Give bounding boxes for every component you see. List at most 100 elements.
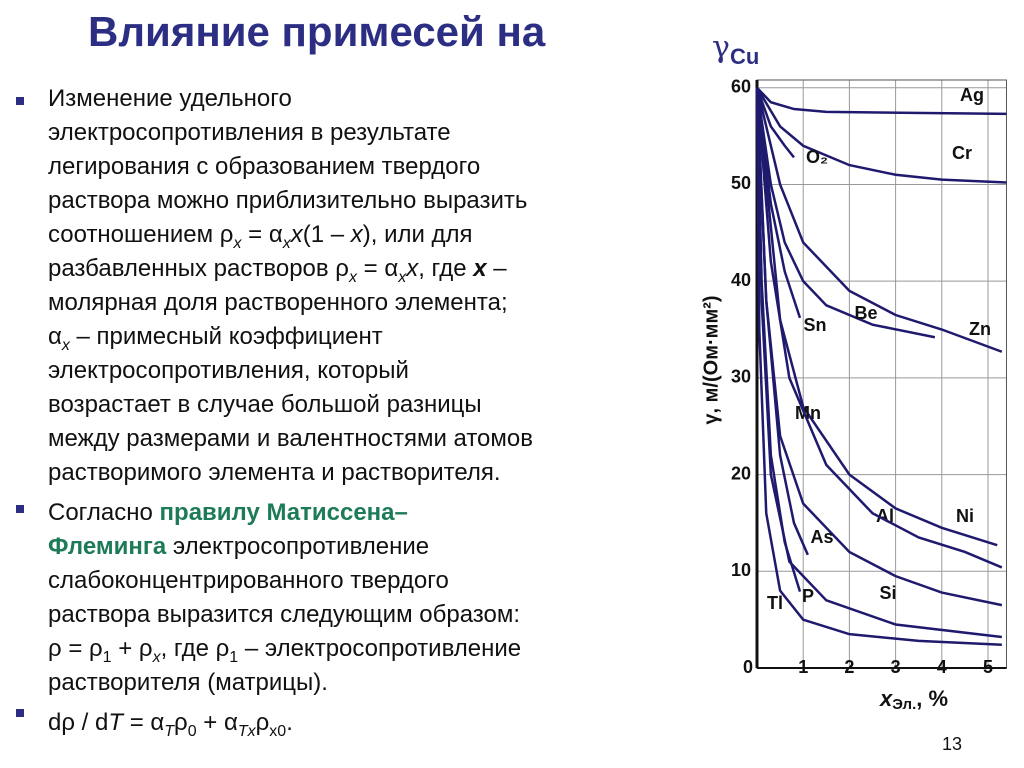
- subscript: x: [282, 234, 291, 252]
- body-text: Изменение удельного электросопротивления…: [48, 82, 533, 740]
- text: растворимого элемента и растворителя.: [48, 459, 501, 486]
- x-tick-label: 0: [743, 657, 753, 677]
- y-tick-label: 10: [731, 560, 751, 580]
- series-label: Sn: [803, 315, 826, 335]
- subscript: x: [233, 234, 242, 252]
- text: раствора выразится следующим образом:: [48, 601, 521, 628]
- text: между размерами и валентностями атомов: [48, 425, 534, 452]
- subscript: x: [348, 268, 357, 286]
- y-tick-label: 60: [731, 76, 751, 96]
- line: молярная доля растворенного элемента;: [48, 286, 533, 320]
- line: растворителя (матрицы).: [48, 666, 533, 700]
- subscript: 1: [102, 648, 112, 666]
- line: αx – примесный коэффициент: [48, 320, 533, 354]
- text: Согласно: [48, 499, 160, 526]
- series-line: [755, 87, 795, 159]
- symbol: γ: [712, 30, 730, 65]
- bullet-marker: [16, 97, 24, 105]
- text: , где: [418, 255, 474, 282]
- line: электросопротивления, который: [48, 354, 533, 388]
- line: легирования с образованием твердого: [48, 150, 533, 184]
- series-label: Cr: [952, 143, 972, 163]
- x-tick-label: 4: [937, 657, 947, 677]
- variable: x: [406, 255, 419, 282]
- x-tick-label: 5: [983, 657, 993, 677]
- text: разбавленных растворов ρ: [48, 255, 349, 282]
- rule-name: Флеминга: [48, 533, 167, 560]
- x-axis-label: xЭл., %: [879, 686, 948, 713]
- line: растворимого элемента и растворителя.: [48, 456, 533, 490]
- subscript: 1: [229, 648, 239, 666]
- series-label: Ni: [956, 506, 974, 526]
- text: ρ = ρ: [48, 635, 103, 662]
- subscript: x: [61, 336, 70, 354]
- text: dρ / d: [48, 709, 109, 736]
- line: Согласно правилу Матиссена–: [48, 496, 533, 530]
- series-label: Si: [879, 583, 896, 603]
- line: ρ = ρ1 + ρx, где ρ1 – электросопротивлен…: [48, 632, 533, 666]
- x-subscript: Эл.: [892, 696, 916, 713]
- subscript: Tx: [237, 722, 256, 740]
- text: .: [286, 709, 293, 736]
- series-line: [755, 87, 936, 339]
- text: молярная доля растворенного элемента;: [48, 289, 508, 316]
- line: соотношением ρx = αxx(1 – x), или для: [48, 218, 533, 252]
- text: ), или для: [362, 221, 473, 248]
- line: Флеминга электросопротивление: [48, 530, 533, 564]
- series-label: Zn: [969, 319, 991, 339]
- text: α: [48, 323, 62, 350]
- text: ρ: [255, 709, 270, 736]
- subscript: T: [164, 722, 175, 740]
- y-tick-label: 40: [731, 270, 751, 290]
- line: электросопротивления в результате: [48, 116, 533, 150]
- x-unit: , %: [916, 686, 948, 711]
- text: соотношением ρ: [48, 221, 234, 248]
- x-tick-label: 1: [798, 657, 808, 677]
- line: возрастает в случае большой разницы: [48, 388, 533, 422]
- page-number: 13: [942, 734, 963, 754]
- rule-name: правилу Матиссена–: [159, 499, 408, 526]
- title-symbol: γCu: [712, 30, 759, 68]
- x-symbol: x: [879, 686, 893, 711]
- y-tick-label: 20: [731, 463, 751, 483]
- variable: x: [473, 255, 487, 282]
- series-label: O₂: [806, 147, 828, 167]
- series-label: As: [810, 527, 833, 547]
- text: Изменение удельного: [48, 85, 292, 112]
- series-line: [755, 87, 809, 556]
- text: ρ: [174, 709, 188, 736]
- subscript: Cu: [729, 44, 760, 69]
- text: раствора можно приблизительно выразить: [48, 187, 528, 214]
- series-line: [755, 87, 1003, 569]
- line: разбавленных растворов ρx = αxx, где x –: [48, 252, 533, 286]
- text: = α: [241, 221, 283, 248]
- line: между размерами и валентностями атомов: [48, 422, 533, 456]
- subscript: 0: [187, 722, 197, 740]
- line: Изменение удельного: [48, 82, 533, 116]
- text: слабоконцентрированного твердого: [48, 567, 449, 594]
- text: – примесный коэффициент: [69, 323, 383, 350]
- subscript: x0: [269, 722, 287, 740]
- title: Влияние примесей на: [88, 8, 546, 55]
- y-axis-label: γ, м/(Ом·мм²): [700, 295, 722, 424]
- variable: x: [350, 221, 363, 248]
- series-label: Tl: [767, 593, 783, 613]
- line: dρ / dT = αTρ0 + αTxρx0.: [48, 706, 533, 740]
- subscript: x: [152, 648, 161, 666]
- text: возрастает в случае большой разницы: [48, 391, 482, 418]
- y-tick-label: 30: [731, 367, 751, 387]
- series-line: [755, 87, 1003, 607]
- series-line: [755, 87, 1007, 184]
- series-line: [755, 87, 1002, 647]
- series-line: [755, 87, 802, 592]
- subscript: x: [398, 268, 407, 286]
- text: электросопротивления в результате: [48, 119, 451, 146]
- variable: x: [290, 221, 303, 248]
- series-label: P: [802, 586, 814, 606]
- text: растворителя (матрицы).: [48, 669, 328, 696]
- y-tick-label: 50: [731, 173, 751, 193]
- series-line: [755, 87, 1003, 353]
- text: + ρ: [111, 635, 153, 662]
